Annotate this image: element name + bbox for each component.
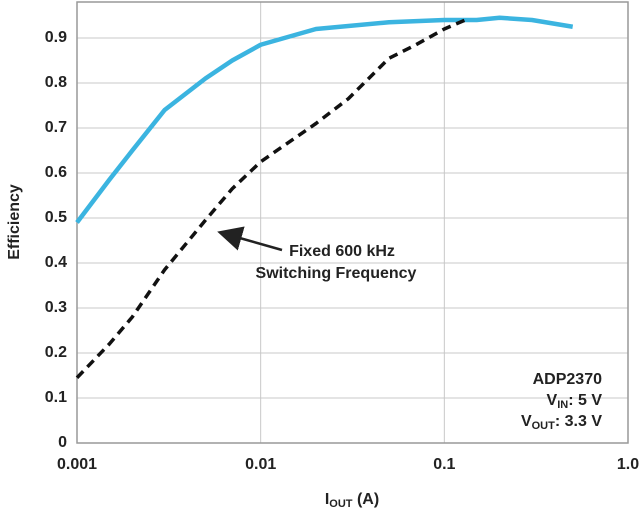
y-tick-label: 0.5 — [45, 209, 67, 226]
vin-label: VIN: 5 V — [547, 392, 603, 411]
vin-rest: : 5 V — [568, 392, 602, 409]
annotation-line: Switching Frequency — [256, 265, 417, 282]
vout-rest: : 3.3 V — [555, 413, 602, 430]
x-tick-label: 0.01 — [245, 456, 276, 473]
vout-main: V — [521, 413, 532, 430]
y-tick-label: 0.9 — [45, 29, 67, 46]
y-tick-label: 0.2 — [45, 344, 67, 361]
annotation-line: Fixed 600 kHz — [289, 243, 395, 260]
annotation-arrow — [217, 226, 283, 252]
series-line — [75, 15, 574, 224]
y-axis-label: Efficiency — [6, 184, 23, 260]
y-tick-label: 0.4 — [45, 254, 67, 271]
y-tick-label: 0.1 — [45, 389, 67, 406]
x-tick-label: 0.001 — [57, 456, 97, 473]
vin-sub: IN — [557, 399, 568, 411]
vout-sub: OUT — [532, 420, 556, 432]
x-tick-label: 1.0 — [617, 456, 639, 473]
y-tick-label: 0.8 — [45, 74, 67, 91]
x-label-main: I — [325, 491, 329, 508]
vin-main: V — [547, 392, 558, 409]
x-label-rest: (A) — [353, 491, 380, 508]
y-tick-label: 0.6 — [45, 164, 67, 181]
y-tick-label: 0.3 — [45, 299, 67, 316]
device-label: ADP2370 — [533, 371, 602, 388]
x-axis-label: IOUT (A) — [325, 491, 379, 510]
x-label-sub: OUT — [329, 498, 353, 510]
x-tick-label: 0.1 — [433, 456, 455, 473]
y-tick-label: 0.7 — [45, 119, 67, 136]
vout-label: VOUT: 3.3 V — [521, 413, 602, 432]
lines — [75, 15, 574, 379]
series-line — [75, 18, 466, 379]
y-tick-label: 0 — [58, 434, 67, 451]
